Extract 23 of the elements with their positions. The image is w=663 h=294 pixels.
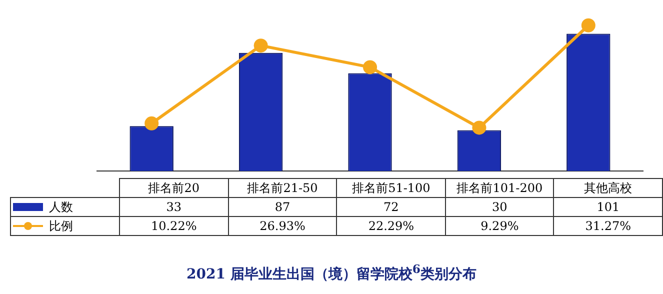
data-label: 22.29%	[336, 216, 446, 236]
text: 2021 届毕业生出国（境）留学院校$^{6}$类别分布	[186, 262, 478, 284]
data-label: 31.27%	[554, 216, 662, 236]
point	[254, 38, 268, 53]
data-label: 10.22%	[120, 216, 228, 236]
data-label: 72	[336, 198, 446, 216]
point	[472, 120, 486, 135]
legend-label: 人数	[10, 198, 120, 216]
data-label: 33	[120, 198, 228, 216]
legend-label: 比例	[10, 216, 120, 236]
x-tick-label: 排名前20	[120, 178, 228, 198]
point	[363, 60, 377, 74]
point	[144, 116, 159, 130]
data-label: 26.93%	[228, 216, 337, 236]
x-tick-label: 排名前51-100	[336, 178, 446, 198]
data-label: 87	[228, 198, 337, 216]
x-tick-label: 其他高校	[554, 178, 662, 198]
point	[581, 18, 596, 32]
x-tick-label: 排名前101-200	[446, 178, 554, 198]
data-label: 101	[554, 198, 662, 216]
data-label: 9.29%	[446, 216, 554, 236]
data-label: 30	[446, 198, 554, 216]
x-tick-label: 排名前21-50	[228, 178, 337, 198]
